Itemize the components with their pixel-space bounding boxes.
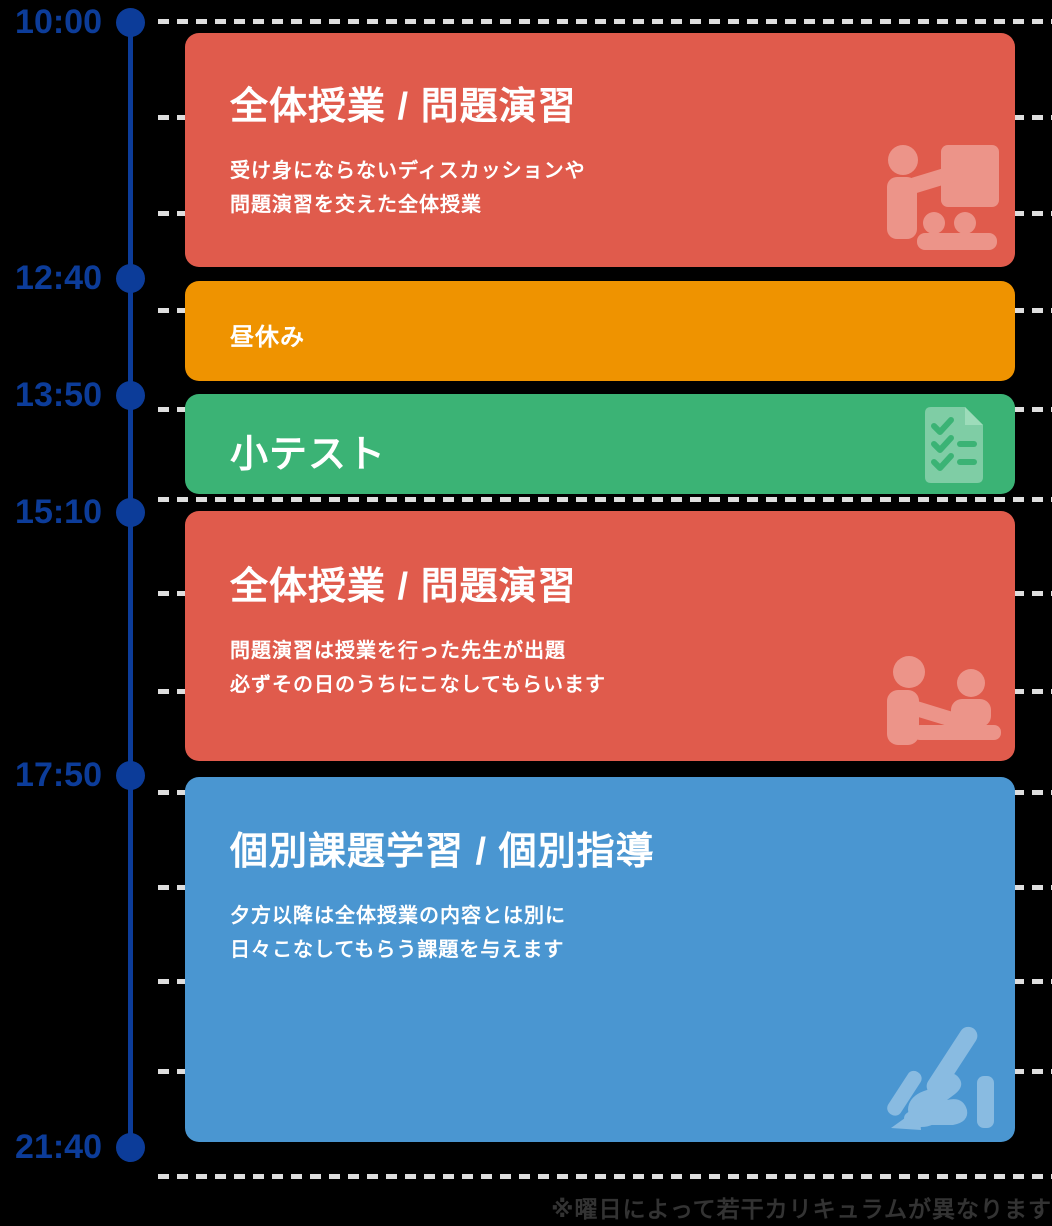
hour-gridline: [158, 1174, 1052, 1179]
timeline-axis: [128, 22, 133, 1147]
hour-gridline: [158, 497, 1052, 502]
time-label: 12:40: [15, 259, 102, 297]
schedule-block-group-lesson-pm: 全体授業 / 問題演習 問題演習は授業を行った先生が出題 必ずその日のうちにこな…: [185, 511, 1015, 761]
block-description: 問題演習は授業を行った先生が出題 必ずその日のうちにこなしてもらいます: [230, 640, 606, 696]
block-description: 受け身にならないディスカッションや 問題演習を交えた全体授業: [230, 160, 586, 216]
schedule-block-group-lesson-am: 全体授業 / 問題演習 受け身にならないディスカッションや 問題演習を交えた全体…: [185, 33, 1015, 267]
hour-gridline: [158, 19, 1052, 24]
timeline-dot: [116, 264, 145, 293]
time-label: 21:40: [15, 1128, 102, 1166]
footnote: ※曜日によって若干カリキュラムが異なります: [551, 1196, 1052, 1222]
time-label: 13:50: [15, 376, 102, 414]
timeline-dot: [116, 381, 145, 410]
time-label: 10:00: [15, 3, 102, 41]
teacher-lecture-icon: [887, 145, 999, 250]
schedule-block-quiz: 小テスト: [185, 394, 1015, 494]
timeline-dot: [116, 761, 145, 790]
checklist-icon: [925, 407, 983, 483]
block-title: 小テスト: [230, 434, 387, 476]
schedule-block-individual-study: 個別課題学習 / 個別指導 夕方以降は全体授業の内容とは別に 日々こなしてもらう…: [185, 777, 1015, 1142]
block-title: 全体授業 / 問題演習: [230, 86, 577, 128]
timeline-dot: [116, 498, 145, 527]
block-description: 夕方以降は全体授業の内容とは別に 日々こなしてもらう課題を与えます: [230, 905, 566, 961]
block-title: 全体授業 / 問題演習: [230, 566, 577, 608]
tutoring-icon: [887, 656, 1001, 745]
schedule-block-lunch: 昼休み: [185, 281, 1015, 381]
block-title: 昼休み: [230, 324, 305, 351]
time-label: 15:10: [15, 493, 102, 531]
timeline-dot: [116, 1133, 145, 1162]
block-title: 個別課題学習 / 個別指導: [230, 831, 655, 873]
writing-hand-icon: [887, 1026, 994, 1130]
time-label: 17:50: [15, 756, 102, 794]
timeline-dot: [116, 8, 145, 37]
